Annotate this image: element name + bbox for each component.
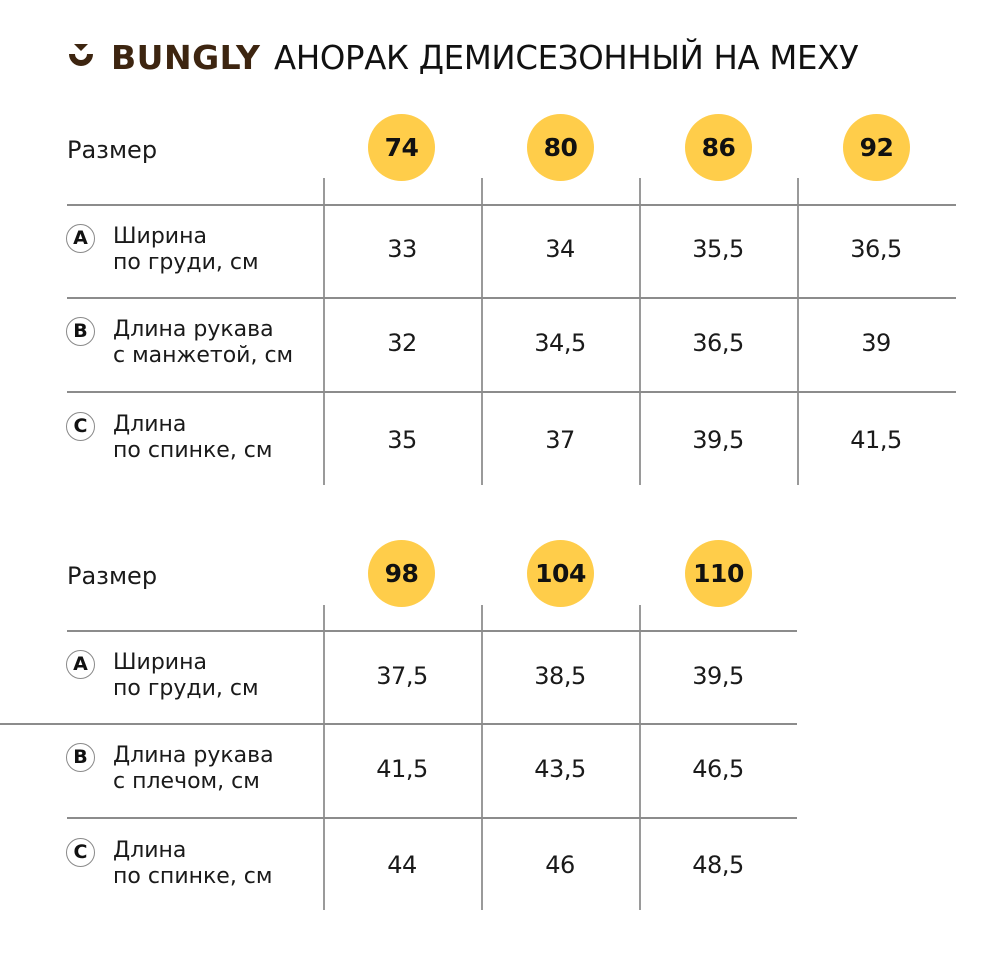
- column-divider: [797, 178, 799, 485]
- label-line: с плечом, см: [113, 769, 260, 794]
- label-line: по груди, см: [113, 676, 259, 701]
- label-line: Длина: [113, 412, 187, 437]
- table-cell: 32: [387, 329, 417, 357]
- header: BUNGLY АНОРАК ДЕМИСЕЗОННЫЙ НА МЕХУ: [65, 34, 871, 80]
- table-cell: 35: [387, 426, 417, 454]
- table-cell: 34: [545, 235, 575, 263]
- table-cell: 37: [545, 426, 575, 454]
- measurement-label-back-length: C Длина по спинке, см: [66, 411, 273, 464]
- measurement-label-chest-width: A Ширина по груди, см: [66, 223, 259, 276]
- badge-b: B: [66, 316, 95, 346]
- column-divider: [481, 178, 483, 485]
- label-line: с манжетой, см: [113, 343, 294, 368]
- table-cell: 39,5: [692, 662, 744, 690]
- badge-a: A: [66, 223, 95, 253]
- table-cell: 34,5: [534, 329, 586, 357]
- table-cell: 36,5: [692, 329, 744, 357]
- label-line: Длина рукава: [113, 743, 274, 768]
- badge-b: B: [66, 742, 95, 772]
- table-cell: 38,5: [534, 662, 586, 690]
- size-badge: 74: [368, 114, 435, 181]
- measurement-label-chest-width: A Ширина по груди, см: [66, 649, 259, 702]
- label-line: Длина: [113, 838, 187, 863]
- brand-name: BUNGLY: [111, 37, 261, 77]
- badge-a: A: [66, 649, 95, 679]
- label-line: Длина рукава: [113, 317, 274, 342]
- size-badge: 80: [527, 114, 594, 181]
- badge-c: C: [66, 411, 95, 441]
- table-cell: 46: [545, 851, 575, 879]
- label-line: Ширина: [113, 650, 207, 675]
- table-cell: 35,5: [692, 235, 744, 263]
- column-divider: [639, 605, 641, 910]
- size-label: Размер: [67, 136, 158, 164]
- column-divider: [323, 605, 325, 910]
- table-cell: 37,5: [376, 662, 428, 690]
- table-cell: 46,5: [692, 755, 744, 783]
- table-cell: 48,5: [692, 851, 744, 879]
- label-line: Ширина: [113, 224, 207, 249]
- table-cell: 41,5: [850, 426, 902, 454]
- size-badge: 110: [685, 540, 752, 607]
- label-line: по груди, см: [113, 250, 259, 275]
- size-badge: 104: [527, 540, 594, 607]
- table-cell: 41,5: [376, 755, 428, 783]
- size-badge: 92: [843, 114, 910, 181]
- row-divider: [67, 204, 956, 206]
- size-label: Размер: [67, 562, 158, 590]
- row-divider: [67, 817, 797, 819]
- row-divider: [67, 630, 797, 632]
- table-cell: 33: [387, 235, 417, 263]
- bungly-logo-icon: [65, 41, 97, 73]
- table-cell: 36,5: [850, 235, 902, 263]
- row-divider: [0, 723, 797, 725]
- table-cell: 44: [387, 851, 417, 879]
- column-divider: [481, 605, 483, 910]
- size-badge: 86: [685, 114, 752, 181]
- badge-c: C: [66, 837, 95, 867]
- size-badge: 98: [368, 540, 435, 607]
- page-title: АНОРАК ДЕМИСЕЗОННЫЙ НА МЕХУ: [274, 37, 859, 77]
- label-line: по спинке, см: [113, 864, 273, 889]
- column-divider: [639, 178, 641, 485]
- row-divider: [67, 297, 956, 299]
- column-divider: [323, 178, 325, 485]
- row-divider: [67, 391, 956, 393]
- label-line: по спинке, см: [113, 438, 273, 463]
- measurement-label-sleeve-length: B Длина рукава с плечом, см: [66, 742, 274, 795]
- measurement-label-back-length: C Длина по спинке, см: [66, 837, 273, 890]
- table-cell: 39,5: [692, 426, 744, 454]
- table-cell: 39: [861, 329, 891, 357]
- measurement-label-sleeve-length: B Длина рукава с манжетой, см: [66, 316, 294, 369]
- table-cell: 43,5: [534, 755, 586, 783]
